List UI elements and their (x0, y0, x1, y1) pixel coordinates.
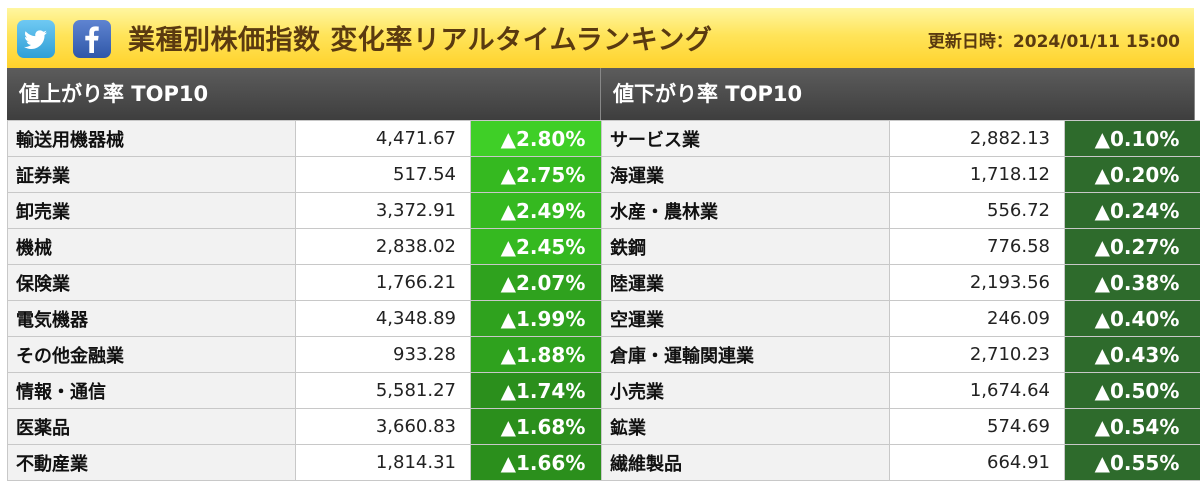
index-value: 664.91 (889, 444, 1065, 481)
index-value: 776.58 (889, 228, 1065, 265)
change-badge: ▲0.54% (1064, 408, 1200, 445)
table-row: 空運業 246.09 ▲0.40% (601, 300, 1200, 337)
twitter-icon[interactable] (17, 20, 55, 58)
sector-name: 保険業 (7, 264, 296, 301)
table-row: 輸送用機器械 4,471.67 ▲2.80% (7, 120, 616, 157)
index-value: 2,882.13 (889, 120, 1065, 157)
change-badge: ▲2.75% (470, 156, 616, 193)
rising-table: 輸送用機器械 4,471.67 ▲2.80% 証券業 517.54 ▲2.75% 卸売業 3,… (7, 120, 616, 481)
index-value: 2,710.23 (889, 336, 1065, 373)
table-row: 鉱業 574.69 ▲0.54% (601, 408, 1200, 445)
change-badge: ▲1.99% (470, 300, 616, 337)
table-row: 不動産業 1,814.31 ▲1.66% (7, 444, 616, 481)
table-row: 海運業 1,718.12 ▲0.20% (601, 156, 1200, 193)
updated-value: 2024/01/11 15:00 (1012, 32, 1180, 52)
table-row: 小売業 1,674.64 ▲0.50% (601, 372, 1200, 409)
index-value: 4,348.89 (295, 300, 471, 337)
table-row: 陸運業 2,193.56 ▲0.38% (601, 264, 1200, 301)
change-badge: ▲2.07% (470, 264, 616, 301)
sector-name: 医薬品 (7, 408, 296, 445)
change-badge: ▲0.20% (1064, 156, 1200, 193)
change-badge: ▲1.68% (470, 408, 616, 445)
table-row: 鉄鋼 776.58 ▲0.27% (601, 228, 1200, 265)
sector-name: 鉄鋼 (601, 228, 890, 265)
sector-name: 不動産業 (7, 444, 296, 481)
table-row: 繊維製品 664.91 ▲0.55% (601, 444, 1200, 481)
change-badge: ▲0.38% (1064, 264, 1200, 301)
facebook-icon[interactable] (73, 20, 111, 58)
sector-name: 水産・農林業 (601, 192, 890, 229)
index-value: 5,581.27 (295, 372, 471, 409)
change-badge: ▲0.55% (1064, 444, 1200, 481)
table-row: その他金融業 933.28 ▲1.88% (7, 336, 616, 373)
change-badge: ▲1.66% (470, 444, 616, 481)
updated-label: 更新日時： (927, 32, 1013, 52)
sector-name: 小売業 (601, 372, 890, 409)
rising-panel: 値上がり率 TOP10 輸送用機器械 4,471.67 ▲2.80% 証券業 517.5… (7, 68, 616, 481)
table-row: サービス業 2,882.13 ▲0.10% (601, 120, 1200, 157)
index-value: 1,766.21 (295, 264, 471, 301)
sector-name: 情報・通信 (7, 372, 296, 409)
table-row: 証券業 517.54 ▲2.75% (7, 156, 616, 193)
rising-panel-title: 値上がり率 TOP10 (7, 68, 601, 120)
ranking-widget: 業種別株価指数 変化率リアルタイムランキング 更新日時：2024/01/11 1… (7, 8, 1200, 482)
change-badge: ▲0.40% (1064, 300, 1200, 337)
change-badge: ▲2.45% (470, 228, 616, 265)
index-value: 1,674.64 (889, 372, 1065, 409)
index-value: 2,838.02 (295, 228, 471, 265)
table-row: 卸売業 3,372.91 ▲2.49% (7, 192, 616, 229)
change-badge: ▲1.88% (470, 336, 616, 373)
index-value: 574.69 (889, 408, 1065, 445)
index-value: 1,814.31 (295, 444, 471, 481)
sector-name: 倉庫・運輸関連業 (601, 336, 890, 373)
table-row: 情報・通信 5,581.27 ▲1.74% (7, 372, 616, 409)
sector-name: 空運業 (601, 300, 890, 337)
change-badge: ▲0.10% (1064, 120, 1200, 157)
index-value: 2,193.56 (889, 264, 1065, 301)
table-row: 水産・農林業 556.72 ▲0.24% (601, 192, 1200, 229)
sector-name: その他金融業 (7, 336, 296, 373)
change-badge: ▲1.74% (470, 372, 616, 409)
updated-timestamp: 更新日時：2024/01/11 15:00 (928, 27, 1180, 52)
sector-name: 証券業 (7, 156, 296, 193)
change-badge: ▲0.27% (1064, 228, 1200, 265)
falling-panel: 値下がり率 TOP10 サービス業 2,882.13 ▲0.10% 海運業 1,718.… (601, 68, 1200, 481)
change-badge: ▲2.49% (470, 192, 616, 229)
change-badge: ▲0.43% (1064, 336, 1200, 373)
sector-name: 機械 (7, 228, 296, 265)
sector-name: 鉱業 (601, 408, 890, 445)
sector-name: 電気機器 (7, 300, 296, 337)
index-value: 246.09 (889, 300, 1065, 337)
sector-name: サービス業 (601, 120, 890, 157)
table-row: 機械 2,838.02 ▲2.45% (7, 228, 616, 265)
change-badge: ▲0.24% (1064, 192, 1200, 229)
sector-name: 繊維製品 (601, 444, 890, 481)
change-badge: ▲0.50% (1064, 372, 1200, 409)
index-value: 3,372.91 (295, 192, 471, 229)
index-value: 4,471.67 (295, 120, 471, 157)
index-value: 1,718.12 (889, 156, 1065, 193)
index-value: 517.54 (295, 156, 471, 193)
index-value: 3,660.83 (295, 408, 471, 445)
index-value: 556.72 (889, 192, 1065, 229)
table-row: 倉庫・運輸関連業 2,710.23 ▲0.43% (601, 336, 1200, 373)
table-row: 医薬品 3,660.83 ▲1.68% (7, 408, 616, 445)
page-title: 業種別株価指数 変化率リアルタイムランキング (128, 25, 713, 56)
sector-name: 卸売業 (7, 192, 296, 229)
index-value: 933.28 (295, 336, 471, 373)
widget-header: 業種別株価指数 変化率リアルタイムランキング 更新日時：2024/01/11 1… (7, 8, 1194, 69)
falling-table: サービス業 2,882.13 ▲0.10% 海運業 1,718.12 ▲0.20% 水産・農… (601, 120, 1200, 481)
table-row: 電気機器 4,348.89 ▲1.99% (7, 300, 616, 337)
table-row: 保険業 1,766.21 ▲2.07% (7, 264, 616, 301)
falling-panel-title: 値下がり率 TOP10 (601, 68, 1195, 120)
sector-name: 輸送用機器械 (7, 120, 296, 157)
change-badge: ▲2.80% (470, 120, 616, 157)
sector-name: 陸運業 (601, 264, 890, 301)
sector-name: 海運業 (601, 156, 890, 193)
